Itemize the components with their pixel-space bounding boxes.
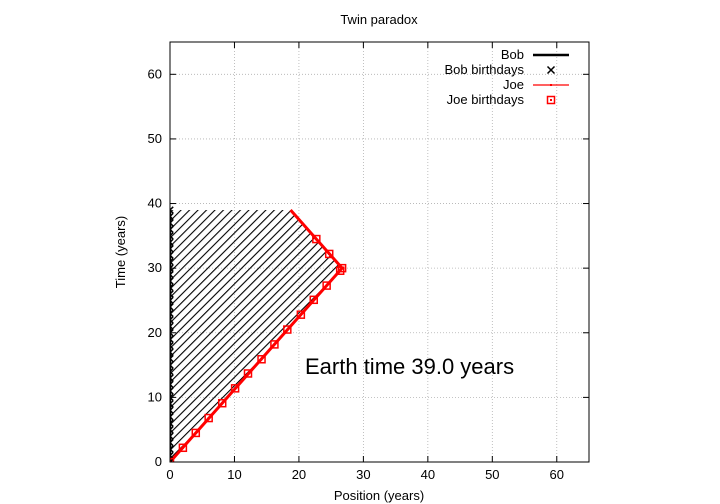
bob-birthday-marker [170,438,174,447]
x-tick-label: 40 [421,467,435,482]
bob-birthday-marker [170,290,174,298]
legend-label: Bob birthdays [445,62,525,77]
legend-item: Joe [503,77,569,92]
x-axis-title: Position (years) [334,488,424,503]
bob-birthday-marker [170,380,174,389]
joe-birthday-marker [257,355,266,364]
bob-birthday-marker [170,387,174,395]
joe-birthday-marker [204,413,213,423]
joe-birthday-marker [191,428,201,438]
bob-birthday-marker [170,283,174,292]
bob-birthday-marker [170,232,174,240]
bob-birthday-marker [170,425,174,434]
x-tick-label: 10 [227,467,241,482]
legend-label: Joe [503,77,524,92]
bob-birthday-marker [170,257,174,266]
legend-item: Bob birthdays [445,62,556,77]
x-tick-label: 60 [550,467,564,482]
bob-birthday-marker [170,251,174,259]
bob-birthday-marker [170,277,174,285]
joe-birthday-marker [312,234,321,244]
chart-title: Twin paradox [340,12,418,27]
bob-birthday-marker [170,400,174,408]
bob-birthday-marker [170,413,174,421]
bob-birthday-marker [170,296,174,305]
bob-birthday-marker [170,419,174,427]
joe-birthday-marker [283,325,292,334]
plot-frame [169,41,590,463]
bob-birthday-marker [170,458,174,462]
x-tick-label: 20 [292,467,306,482]
bob-birthday-marker [170,374,174,382]
y-tick-label: 40 [148,196,162,211]
joe-birthday-marker [309,295,318,305]
bob-birthday-marker [170,354,174,363]
bob-birthday-marker [170,309,174,318]
bob-birthday-marker [170,206,174,214]
legend-item: Joe birthdays [447,92,556,107]
y-tick-label: 60 [148,66,162,81]
bob-birthday-marker [170,341,174,350]
bob-birthday-marker [170,264,174,272]
y-axis-title: Time (years) [113,216,128,288]
bob-birthday-marker [170,238,174,247]
x-tick-label: 50 [485,467,499,482]
joe-birthday-marker [324,249,334,259]
hatched-region [170,210,343,462]
y-tick-label: 20 [148,325,162,340]
bob-birthday-marker [170,406,174,415]
joe-birthday-marker [217,398,227,408]
y-tick-label: 10 [148,389,162,404]
bob-birthday-marker [170,212,174,221]
bob-birthday-marker [170,322,174,331]
bob-birthday-marker [170,393,174,402]
y-tick-label: 0 [155,454,162,469]
series-layer [170,206,347,462]
bob-birthday-marker [170,316,174,324]
bob-birthday-marker [170,270,174,279]
bob-birthday-marker [170,432,174,440]
x-tick-label: 30 [356,467,370,482]
legend-sample-bob-birthdays [546,65,556,75]
joe-birthday-marker [335,266,345,275]
bob-birthday-marker [170,451,174,460]
joe-birthday-marker [296,310,306,319]
bob-birthday-marker [170,445,174,453]
bob-birthday-marker [170,303,174,311]
hatch-fill [170,210,343,462]
joe-birthday-marker [322,281,331,290]
y-tick-label: 50 [148,131,162,146]
y-axis-ticks: 0 10 20 30 40 50 60 [148,66,589,469]
earth-time-annotation: Earth time 39.0 years [305,354,514,379]
bob-birthday-marker [170,219,174,227]
y-tick-label: 30 [148,260,162,275]
joe-birthday-marker [270,340,279,349]
joe-birthday-marker [337,263,347,273]
bob-birthday-marker [170,367,174,376]
bob-birthday-marker [170,329,174,337]
legend-label: Bob [501,47,524,62]
bob-birthday-marker [170,348,174,356]
bob-birthday-marker [170,361,174,369]
bob-birthday-marker [170,245,174,253]
bob-birthday-marker [170,225,174,234]
legend-label: Joe birthdays [447,92,525,107]
x-tick-label: 0 [166,467,173,482]
joe-birthday-marker [230,384,240,393]
joe-birthday-marker [243,369,253,378]
legend-sample-joe-birthdays [546,95,556,105]
joe-birthday-marker [178,443,188,453]
legend-item: Bob [501,47,569,62]
x-axis-ticks: 0 10 20 30 40 50 60 [166,42,564,482]
bob-birthday-marker [170,335,174,343]
